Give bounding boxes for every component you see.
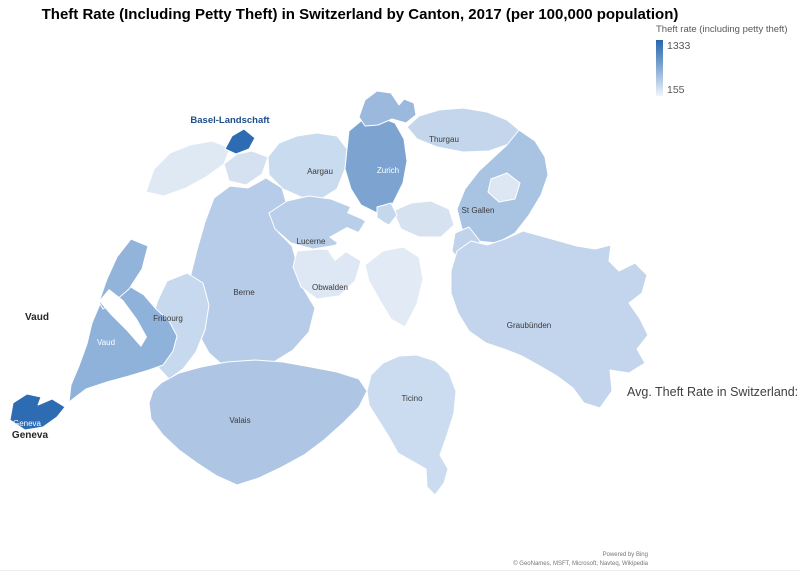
- canton-uri[interactable]: [364, 246, 424, 328]
- label-ticino: Ticino: [401, 394, 423, 403]
- label-geneva-outer: Geneva: [12, 430, 49, 441]
- canton-schwyz[interactable]: [392, 200, 455, 238]
- legend-gradient-bar: [656, 40, 663, 96]
- canton-geneva[interactable]: [9, 393, 66, 431]
- canton-vaud[interactable]: [68, 285, 178, 403]
- label-berne: Berne: [233, 288, 255, 297]
- color-legend: Theft rate (including petty theft) 1333 …: [656, 24, 796, 96]
- legend-max-value: 1333: [667, 40, 691, 52]
- map-bottom-edge: [0, 570, 800, 571]
- page-title: Theft Rate (Including Petty Theft) in Sw…: [41, 6, 679, 23]
- canton-solothurn[interactable]: [223, 150, 269, 186]
- label-graubunden: Graubünden: [507, 321, 551, 330]
- label-obwalden: Obwalden: [312, 283, 348, 292]
- label-st-gallen: St Gallen: [462, 206, 495, 215]
- map-credits: © GeoNames, MSFT, Microsoft, Navteq, Wik…: [513, 561, 648, 567]
- label-vaud-inner: Vaud: [97, 338, 115, 347]
- label-aargau: Aargau: [307, 167, 333, 176]
- canton-appenzell[interactable]: [487, 172, 521, 203]
- map-attribution: Powered by Bing © GeoNames, MSFT, Micros…: [513, 551, 648, 569]
- label-thurgau: Thurgau: [429, 135, 459, 144]
- label-basel-landschaft: Basel-Landschaft: [190, 115, 270, 126]
- legend-min-value: 155: [667, 84, 685, 96]
- label-lucerne: Lucerne: [297, 237, 326, 246]
- canton-ticino[interactable]: [366, 354, 457, 496]
- legend-scale: 1333 155: [656, 40, 796, 96]
- canton-thurgau[interactable]: [406, 107, 520, 153]
- label-fribourg: Fribourg: [153, 314, 183, 323]
- canton-valais[interactable]: [148, 359, 368, 486]
- legend-title: Theft rate (including petty theft): [656, 24, 788, 35]
- label-geneva-inner: Geneva: [13, 419, 42, 428]
- powered-by-bing: Powered by Bing: [602, 552, 648, 558]
- lake-neuchatel: [99, 289, 147, 347]
- label-zurich: Zurich: [377, 166, 399, 175]
- label-vaud-outer: Vaud: [25, 312, 49, 323]
- canton-zug[interactable]: [376, 202, 398, 226]
- label-valais: Valais: [229, 416, 250, 425]
- canton-zurich[interactable]: [344, 116, 408, 214]
- canton-graubunden[interactable]: [450, 230, 649, 409]
- lake-lucerne: [328, 227, 387, 261]
- canton-schaffhausen[interactable]: [358, 90, 417, 127]
- average-annotation: Avg. Theft Rate in Switzerland: 537: [627, 385, 800, 399]
- canton-jura[interactable]: [145, 140, 231, 197]
- canton-basel-landschaft[interactable]: [224, 128, 256, 155]
- legend-values: 1333 155: [667, 40, 690, 96]
- lake-zurich: [347, 205, 383, 229]
